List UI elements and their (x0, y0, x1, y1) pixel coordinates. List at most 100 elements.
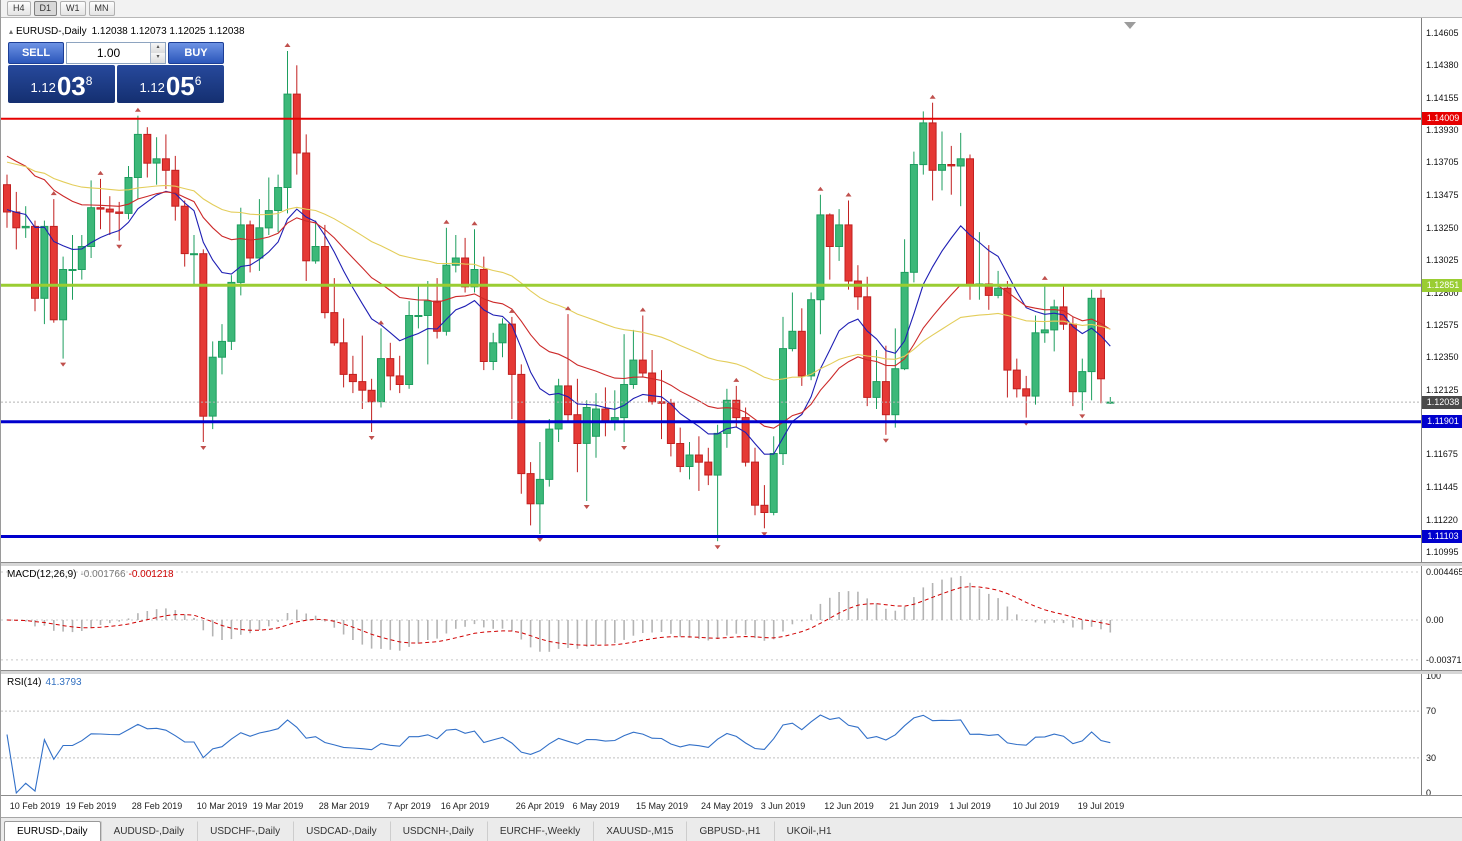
macd-canvas[interactable] (1, 566, 1421, 670)
rsi-axis[interactable]: 100 70 30 0 (1421, 674, 1462, 795)
price-axis-label: 1.13475 (1426, 190, 1459, 200)
date-label: 19 Mar 2019 (252, 801, 304, 811)
date-axis[interactable]: 10 Feb 2019 19 Feb 2019 28 Feb 2019 10 Mar … (1, 795, 1462, 818)
rsi-indicator-panel[interactable]: RSI(14) 41.3793 100 70 30 0 (1, 674, 1462, 795)
buy-price-pips: 05 (165, 71, 195, 101)
chart-tab-audusd-daily[interactable]: AUDUSD-,Daily (100, 821, 198, 841)
macd-axis-label: -0.003715 (1426, 655, 1462, 665)
sell-price-pips: 03 (56, 71, 86, 101)
volume-spinner: ▴ ▾ (150, 43, 165, 63)
symbol-name: EURUSD-,Daily (16, 26, 87, 37)
date-label: 19 Feb 2019 (65, 801, 117, 811)
price-axis-label: 1.13025 (1426, 255, 1459, 265)
buy-price-prefix: 1.12 (139, 80, 165, 95)
date-label: 3 Jun 2019 (760, 801, 806, 811)
macd-axis[interactable]: 0.004465 0.00 -0.003715 (1421, 566, 1462, 670)
date-label: 21 Jun 2019 (889, 801, 939, 811)
date-label: 28 Mar 2019 (318, 801, 370, 811)
date-label: 26 Apr 2019 (515, 801, 565, 811)
chart-tab-xauusd-m15[interactable]: XAUUSD-,M15 (593, 821, 686, 841)
sell-price-frac: 8 (85, 74, 93, 88)
buy-price-button[interactable]: 1.12 05 6 (117, 65, 224, 103)
date-label: 7 Apr 2019 (387, 801, 431, 811)
date-label: 10 Mar 2019 (196, 801, 248, 811)
price-axis-label: 1.12800 (1426, 288, 1459, 298)
panel-separator[interactable] (1, 562, 1462, 567)
price-axis[interactable]: 1.14605 1.14380 1.14155 1.13930 1.13705 1.134… (1421, 18, 1462, 562)
chart-tab-usdcad-daily[interactable]: USDCAD-,Daily (293, 821, 390, 841)
volume-down-button[interactable]: ▾ (151, 53, 165, 63)
price-axis-label: 1.12125 (1426, 385, 1459, 395)
price-chart-panel[interactable]: ▴ EURUSD-,Daily 1.12038 1.12073 1.12025 1.… (1, 18, 1462, 562)
volume-up-button[interactable]: ▴ (151, 43, 165, 53)
price-axis-label: 1.14605 (1426, 28, 1459, 38)
chart-tab-eurusd-daily[interactable]: EURUSD-,Daily (4, 821, 101, 841)
bid-price-tag: 1.12038 (1422, 396, 1462, 409)
date-label: 24 May 2019 (700, 801, 754, 811)
price-axis-label: 1.13250 (1426, 223, 1459, 233)
timeframe-d1-button[interactable]: D1 (33, 1, 58, 16)
macd-axis-label: 0.00 (1426, 615, 1444, 625)
date-label: 1 Jul 2019 (949, 801, 991, 811)
ohlc-values: 1.12038 1.12073 1.12025 1.12038 (91, 26, 245, 37)
chart-tab-usdcnh-daily[interactable]: USDCNH-,Daily (389, 821, 487, 841)
macd-main-value: -0.001766 (80, 569, 126, 580)
chart-tab-eurchf-weekly[interactable]: EURCHF-,Weekly (486, 821, 593, 841)
price-axis-label: 1.11220 (1426, 515, 1458, 525)
chart-shift-icon (1124, 22, 1136, 29)
rsi-label: RSI(14) 41.3793 (7, 677, 82, 688)
macd-label: MACD(12,26,9) -0.001766 -0.001218 (7, 569, 174, 580)
date-label: 10 Feb 2019 (9, 801, 61, 811)
timeframe-buttons: H4 D1 W1 MN (7, 1, 115, 16)
sell-price-button[interactable]: 1.12 03 8 (8, 65, 115, 103)
panel-separator[interactable] (1, 670, 1462, 675)
rsi-canvas[interactable] (1, 674, 1421, 795)
date-label: 10 Jul 2019 (1012, 801, 1060, 811)
rsi-name: RSI(14) (7, 677, 42, 688)
volume-input[interactable]: 1.00 ▴ ▾ (66, 42, 166, 64)
price-axis-label: 1.13930 (1426, 125, 1459, 135)
timeframe-mn-button[interactable]: MN (88, 1, 115, 16)
price-axis-label: 1.10995 (1426, 547, 1459, 557)
sell-button[interactable]: SELL (8, 42, 64, 64)
price-axis-label: 1.11675 (1426, 449, 1458, 459)
date-label: 12 Jun 2019 (824, 801, 874, 811)
chart-tab-usdchf-daily[interactable]: USDCHF-,Daily (197, 821, 293, 841)
one-click-trading-panel: SELL 1.00 ▴ ▾ BUY 1.12 03 8 1.12 05 6 (8, 42, 224, 103)
price-axis-label: 1.12575 (1426, 320, 1459, 330)
timeframe-h4-button[interactable]: H4 (7, 1, 31, 16)
rsi-value: 41.3793 (45, 677, 82, 688)
chart-tabs-bar: EURUSD-,Daily AUDUSD-,Daily USDCHF-,Daily U… (1, 817, 1462, 841)
chart-symbol-title: ▴ EURUSD-,Daily 1.12038 1.12073 1.12025 1.… (9, 26, 245, 37)
chart-tab-ukoil-h1[interactable]: UKOil-,H1 (773, 821, 845, 841)
buy-price-frac: 6 (194, 74, 202, 88)
price-axis-label: 1.14380 (1426, 60, 1459, 70)
date-label: 6 May 2019 (572, 801, 620, 811)
macd-indicator-panel[interactable]: MACD(12,26,9) -0.001766 -0.001218 0.004465… (1, 566, 1462, 670)
price-axis-label: 1.11445 (1426, 482, 1458, 492)
date-label: 15 May 2019 (635, 801, 689, 811)
volume-value[interactable]: 1.00 (96, 46, 121, 60)
price-axis-label: 1.12350 (1426, 352, 1459, 362)
resistance-line-tag: 1.14009 (1422, 112, 1462, 125)
rsi-axis-label: 30 (1426, 753, 1437, 763)
support-line-1-tag: 1.11901 (1422, 415, 1462, 428)
macd-axis-label: 0.004465 (1426, 567, 1462, 577)
timeframe-toolbar: H4 D1 W1 MN (1, 0, 1462, 18)
buy-button[interactable]: BUY (168, 42, 224, 64)
macd-signal-value: -0.001218 (128, 569, 174, 580)
timeframe-w1-button[interactable]: W1 (60, 1, 86, 16)
price-axis-label: 1.14155 (1426, 93, 1459, 103)
date-label: 16 Apr 2019 (440, 801, 490, 811)
date-label: 28 Feb 2019 (131, 801, 183, 811)
date-label: 19 Jul 2019 (1077, 801, 1125, 811)
oneclick-collapse-icon[interactable]: ▴ (9, 27, 14, 36)
support-line-2-tag: 1.11103 (1422, 530, 1462, 543)
rsi-axis-label: 0 (1426, 788, 1432, 795)
price-axis-label: 1.13705 (1426, 157, 1459, 167)
price-chart-canvas[interactable] (1, 18, 1421, 562)
macd-name: MACD(12,26,9) (7, 569, 77, 580)
chart-tab-gbpusd-h1[interactable]: GBPUSD-,H1 (686, 821, 773, 841)
rsi-axis-label: 70 (1426, 706, 1437, 716)
